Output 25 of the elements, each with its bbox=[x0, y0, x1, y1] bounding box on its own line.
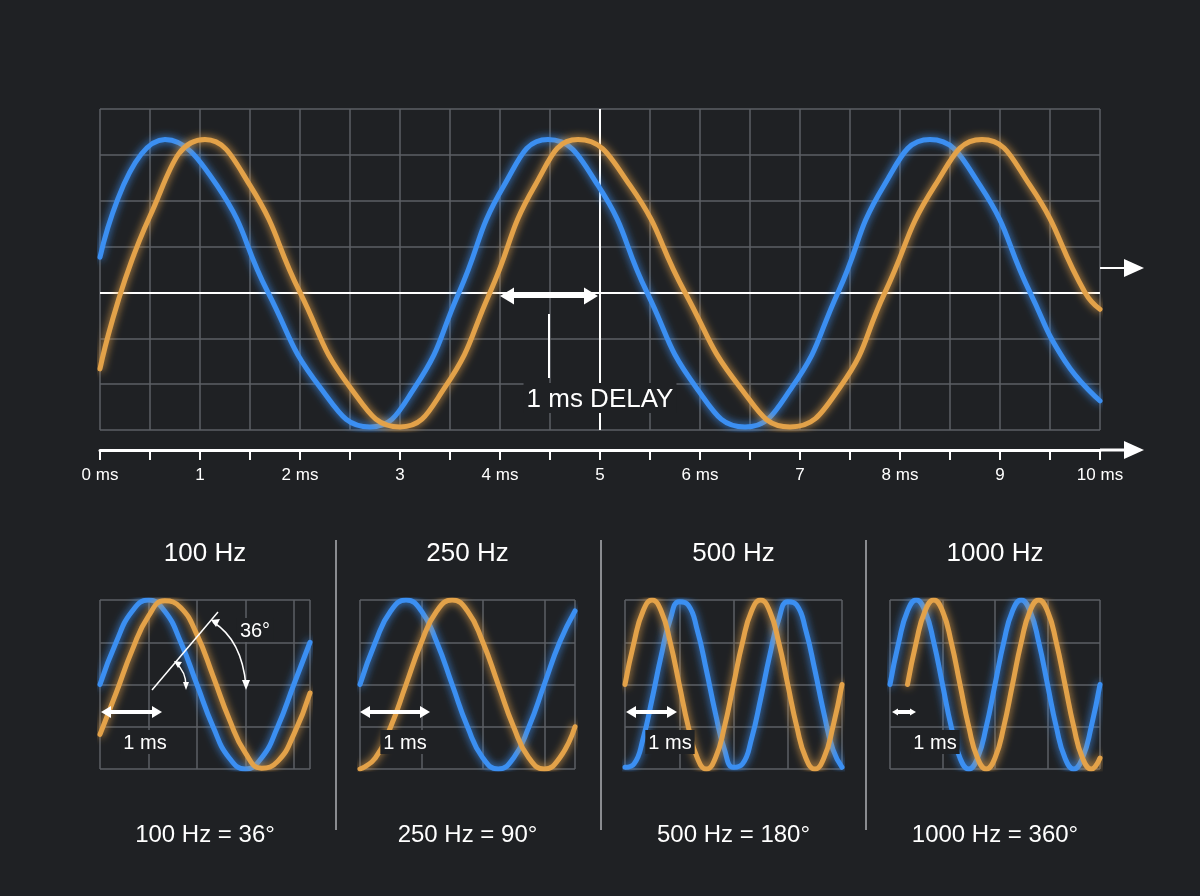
x-tick-label: 8 ms bbox=[881, 465, 919, 484]
x-tick-label: 4 ms bbox=[481, 465, 519, 484]
x-tick-label: 2 ms bbox=[281, 465, 319, 484]
x-tick-label: 9 bbox=[995, 465, 1005, 484]
chart-title: 250 Hz bbox=[426, 537, 509, 567]
annotation: 1 ms bbox=[123, 731, 167, 753]
chart-title: 100 Hz bbox=[163, 537, 247, 567]
x-axis-title: 1000 Hz = 360° bbox=[911, 819, 1079, 847]
x-axis-title: 250 Hz = 90° bbox=[397, 819, 538, 847]
x-tick-label: 10 ms bbox=[1076, 465, 1124, 484]
annotation: 1 ms bbox=[648, 731, 692, 753]
x-tick-label: 0 ms bbox=[81, 465, 119, 484]
annotation: 1 ms bbox=[913, 731, 957, 753]
x-axis-title: 500 Hz = 180° bbox=[656, 819, 811, 847]
x-tick-label: 6 ms bbox=[681, 465, 719, 484]
x-tick-label: 1 bbox=[195, 465, 205, 484]
x-tick-label: 3 bbox=[395, 465, 405, 484]
annotation: 1 ms bbox=[383, 731, 427, 753]
x-tick-label: 5 bbox=[595, 465, 605, 484]
chart-title: 1000 Hz bbox=[946, 537, 1044, 567]
annotation: 36° bbox=[239, 619, 271, 641]
annotation: 1 ms DELAY bbox=[526, 383, 674, 413]
x-tick-label: 7 bbox=[795, 465, 805, 484]
x-axis-title: 100 Hz = 36° bbox=[135, 819, 275, 847]
chart-title: 500 Hz bbox=[692, 537, 775, 567]
